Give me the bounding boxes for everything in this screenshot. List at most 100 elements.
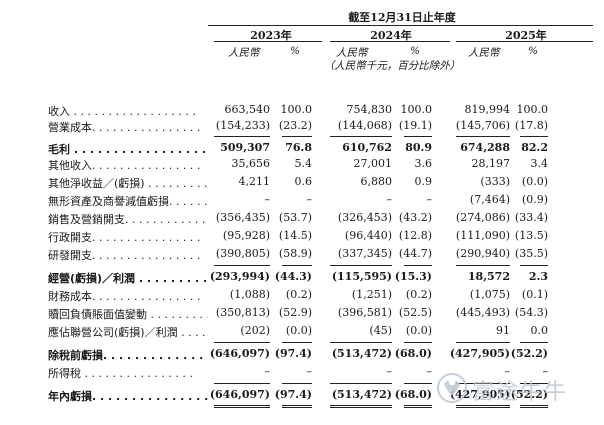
amount-cell: (274,086) <box>455 211 510 224</box>
total-double-rule <box>214 405 270 408</box>
percent-cell: 2.3 <box>528 270 548 283</box>
amount-cell: 674,288 <box>460 141 510 154</box>
percent-cell: (0.1) <box>521 288 548 301</box>
table-row-revenue: 收入 . . . . . . . . . . . . . . . . . . 66… <box>0 103 604 120</box>
amount-cell: 91 <box>496 324 510 337</box>
amount-cell: 754,830 <box>346 103 393 116</box>
percent-cell: (35.5) <box>514 247 548 260</box>
amount-cell: (45) <box>369 324 392 337</box>
watermark: 富途牛牛 <box>436 372 604 405</box>
table-row-finance-costs: 財務成本. . . . . . . . . . . . . . . . (1,08… <box>0 288 604 305</box>
subtotal-rule <box>404 265 432 266</box>
subtotal-rule <box>456 265 510 266</box>
percent-cell: (17.8) <box>514 119 548 132</box>
subtotal-rule <box>282 342 312 343</box>
amount-cell: 18,572 <box>467 270 510 283</box>
percent-cell: (52.5) <box>398 306 432 319</box>
subtotal-rule <box>520 342 548 343</box>
table-row-rd-expenses: 研發開支. . . . . . . . . . . . . . . . (390,… <box>0 247 604 264</box>
row-label: 年內虧損. . . . . . . . . . . . . . . . <box>48 390 208 403</box>
amount-cell: 663,540 <box>224 103 271 116</box>
amount-cell: 27,001 <box>353 157 393 170</box>
table-row-gross-profit: 毛利 . . . . . . . . . . . . . . . . . . 50… <box>0 141 604 158</box>
percent-cell: (44.3) <box>274 270 312 283</box>
percent-cell: – <box>426 193 433 206</box>
percent-cell: (97.4) <box>274 388 312 401</box>
percent-cell: 3.6 <box>414 157 433 170</box>
subtotal-rule <box>456 342 510 343</box>
percent-cell: (43.2) <box>398 211 432 224</box>
currency-2023: 人民幣 <box>228 47 260 59</box>
row-label: 所得稅 . . . . . . . . . . . . . . . . <box>48 367 193 380</box>
row-label: 銷售及營銷開支. . . . . . . . . . . . <box>48 213 206 226</box>
amount-cell: (96,440) <box>344 229 392 242</box>
amount-cell: (390,805) <box>215 247 270 260</box>
percent-cell: (54.3) <box>514 306 548 319</box>
amount-cell: 509,307 <box>220 141 270 154</box>
period-rule <box>208 25 593 26</box>
table-row-loss-before-tax: 除稅前虧損. . . . . . . . . . . . . . (646,097… <box>0 347 604 364</box>
percent-cell: (0.2) <box>405 288 432 301</box>
row-label: 其他收入. . . . . . . . . . . . . . . . <box>48 159 201 172</box>
percent-cell: (52.2) <box>510 347 548 360</box>
amount-cell: 610,762 <box>342 141 392 154</box>
subtotal-rule <box>404 383 432 384</box>
percent-cell: (33.4) <box>514 211 548 224</box>
amount-cell: – <box>386 193 393 206</box>
amount-cell: 28,197 <box>471 157 511 170</box>
percent-cell: (68.0) <box>394 347 432 360</box>
amount-cell: (7,464) <box>469 193 510 206</box>
table-row-associates-share: 應佔聯營公司(虧損)／利潤 . . . . . (202) (0.0) (45) (0.… <box>0 324 604 341</box>
percent-cell: (97.4) <box>274 347 312 360</box>
table-row-other-net-gains: 其他淨收益／(虧損) . . . . . . . . . 4,211 0.6 6,88… <box>0 175 604 192</box>
currency-2024: 人民幣 <box>336 47 368 59</box>
total-double-rule <box>404 405 432 408</box>
table-row-cost-of-sales: 營業成本. . . . . . . . . . . . . . . . (154,… <box>0 119 604 136</box>
percent-cell: (58.9) <box>278 247 312 260</box>
row-label: 經營(虧損)／利潤 . . . . . . . . . . <box>48 272 208 285</box>
amount-cell: (95,928) <box>222 229 270 242</box>
amount-cell: – <box>504 365 511 378</box>
amount-cell: (115,595) <box>331 270 392 283</box>
amount-cell: 819,994 <box>464 103 511 116</box>
amount-cell: (145,706) <box>455 119 510 132</box>
subtotal-rule <box>282 265 312 266</box>
row-label: 營業成本. . . . . . . . . . . . . . . . <box>48 121 201 134</box>
percent-cell: (68.0) <box>394 388 432 401</box>
year-rule-2024 <box>330 41 450 42</box>
amount-cell: 6,880 <box>360 175 393 188</box>
percent-cell: 0.9 <box>414 175 433 188</box>
amount-cell: – <box>264 365 271 378</box>
year-2025-header: 2025年 <box>505 29 547 42</box>
subtotal-rule <box>330 342 392 343</box>
row-label: 除稅前虧損. . . . . . . . . . . . . . <box>48 349 208 362</box>
percent-cell: (23.2) <box>278 119 312 132</box>
subtotal-rule <box>520 136 548 137</box>
total-double-rule <box>282 405 312 408</box>
table-row-loss-for-year: 年內虧損. . . . . . . . . . . . . . . . (646,… <box>0 388 604 405</box>
percent-cell: – <box>306 365 313 378</box>
amount-cell: – <box>386 365 393 378</box>
percent-cell: – <box>306 193 313 206</box>
amount-cell: (1,088) <box>229 288 270 301</box>
table-row-redemption-liability-change: 贖回負債賬面值變動 . . . . . . . . . (350,813) (52.… <box>0 306 604 323</box>
amount-cell: (396,581) <box>337 306 392 319</box>
table-row-selling-expenses: 銷售及營銷開支. . . . . . . . . . . . (356,435) (… <box>0 211 604 228</box>
percent-cell: 0.6 <box>294 175 313 188</box>
amount-cell: (326,453) <box>337 211 392 224</box>
subtotal-rule <box>330 136 392 137</box>
currency-2025: 人民幣 <box>468 47 500 59</box>
pct-2024: % <box>410 45 420 57</box>
row-label: 研發開支. . . . . . . . . . . . . . . . <box>48 249 201 262</box>
amount-cell: (154,233) <box>215 119 270 132</box>
amount-cell: (1,251) <box>351 288 392 301</box>
amount-cell: (290,940) <box>455 247 510 260</box>
subtotal-rule <box>330 383 392 384</box>
row-label: 財務成本. . . . . . . . . . . . . . . . <box>48 290 201 303</box>
year-rule-2025 <box>456 41 593 42</box>
row-label: 毛利 . . . . . . . . . . . . . . . . . . <box>48 143 208 156</box>
percent-cell: 5.4 <box>294 157 313 170</box>
amount-cell: (445,493) <box>455 306 510 319</box>
percent-cell: (0.2) <box>285 288 312 301</box>
